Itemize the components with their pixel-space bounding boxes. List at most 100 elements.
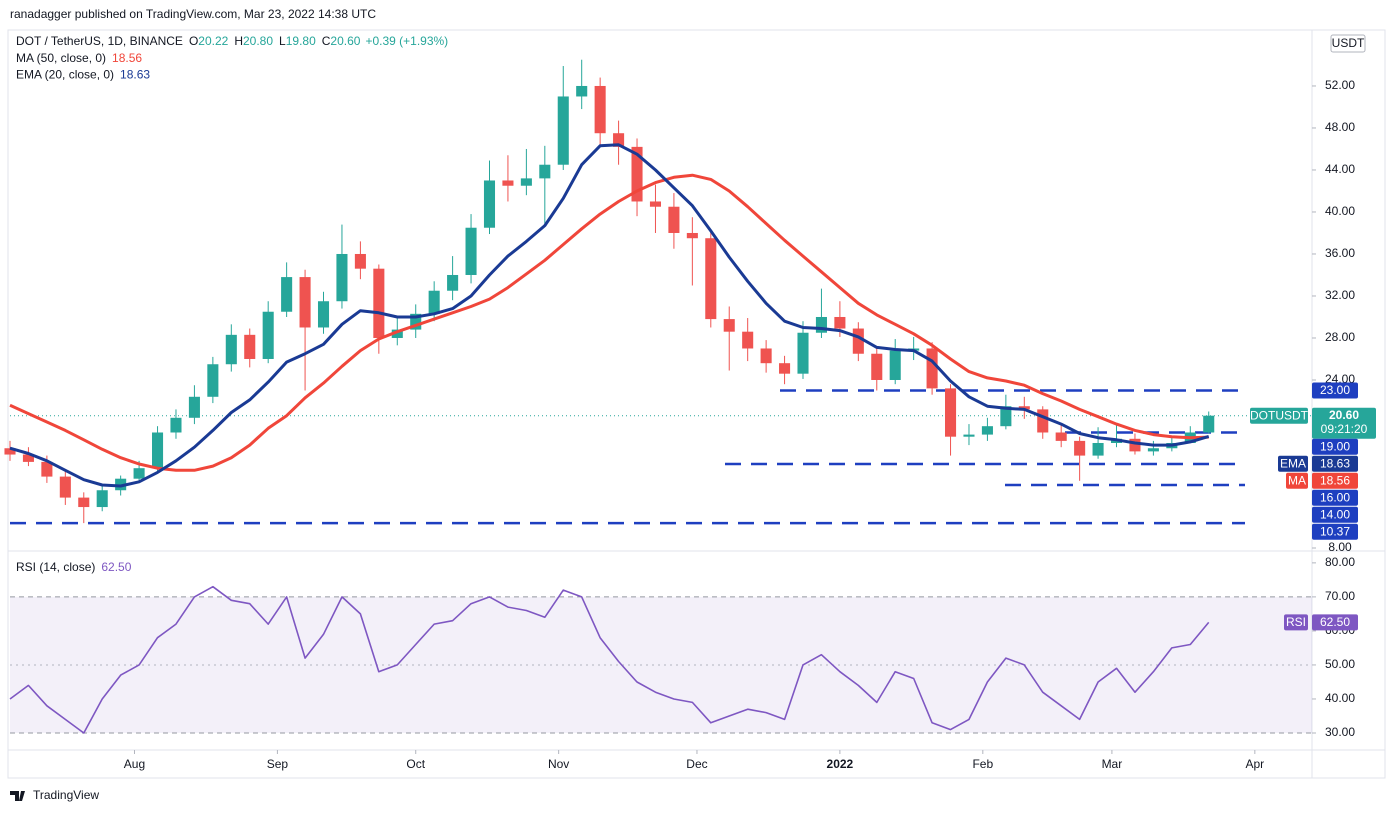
frame [7, 29, 1386, 779]
x-tick-label: Feb [972, 757, 993, 771]
ohlc-key: O [189, 34, 198, 48]
x-tick-label: 2022 [827, 757, 854, 771]
candle-body [59, 476, 71, 498]
indicator-badge: 18.56 [1320, 473, 1350, 487]
indicator-legend: MA (50, close, 0) 18.56 [16, 51, 142, 65]
rsi-badge-label: RSI [1286, 615, 1306, 629]
candle-body [1000, 406, 1012, 427]
symbol-badge: DOTUSDT [1250, 408, 1309, 422]
ohlc-value: 20.80 [243, 34, 273, 48]
candle-body [281, 277, 293, 312]
candle-body [686, 232, 698, 239]
y-tick-label: 30.00 [1325, 725, 1355, 739]
candle-body [41, 461, 53, 477]
candle-body [207, 364, 219, 397]
y-tick-label: 50.00 [1325, 657, 1355, 671]
candle-body [447, 274, 459, 291]
x-tick-label: Dec [686, 757, 707, 771]
candle-body [502, 180, 514, 186]
candle-body [631, 146, 643, 202]
indicator-name: MA (50, close, 0) [16, 51, 106, 65]
indicator-badge-label-bg [1278, 455, 1308, 472]
candle-body [22, 454, 34, 462]
y-tick-label: 40.00 [1325, 204, 1355, 218]
indicator-legend: EMA (20, close, 0) 18.63 [16, 68, 150, 82]
publisher: ranadagger published on TradingView.com,… [10, 7, 376, 21]
candle-body [1074, 440, 1086, 456]
level-badge-bg [1312, 438, 1358, 455]
y-tick-label: 32.00 [1325, 288, 1355, 302]
price-badge: 20.60 [1329, 408, 1359, 422]
candle-body [723, 319, 735, 332]
indicator-badge-label: EMA [1280, 456, 1306, 470]
candle-body [244, 334, 256, 359]
candle-body [1203, 415, 1215, 433]
candle-body [317, 301, 330, 328]
y-tick-label: 52.00 [1325, 78, 1355, 92]
candle-body [539, 164, 551, 179]
y-tick-label: 8.00 [1328, 540, 1352, 554]
candle-body [834, 316, 846, 329]
indicator-value: 18.56 [112, 51, 142, 65]
x-tick-label: Nov [548, 757, 569, 771]
candle-body [170, 417, 182, 433]
y-tick-label: 44.00 [1325, 162, 1355, 176]
legend-title: DOT / TetherUS, 1D, BINANCE O20.22 H20.80 L… [16, 34, 448, 48]
y-tick-label: 40.00 [1325, 691, 1355, 705]
indicator-badge-bg [1312, 472, 1358, 489]
logo-icon [10, 791, 25, 801]
level-badge: 19.00 [1320, 439, 1350, 453]
candle-body [225, 334, 237, 365]
candle-body [115, 478, 127, 491]
rsi-band [10, 596, 1312, 733]
countdown: 09:21:20 [1321, 422, 1368, 436]
ohlc-value: 20.22 [198, 34, 228, 48]
level-badge-bg [1312, 506, 1358, 523]
candle-body [963, 434, 975, 437]
level-badge: 23.00 [1320, 383, 1350, 397]
candle-body [576, 85, 588, 97]
symbol-badge-bg [1250, 407, 1308, 424]
ohlc-key: L [279, 34, 286, 48]
ohlc-value: 19.80 [286, 34, 316, 48]
candle-body [152, 432, 164, 469]
candle-body [465, 227, 477, 275]
rsi-legend: RSI (14, close) 62.50 [16, 560, 132, 574]
rsi-badge-label-bg [1284, 614, 1308, 631]
ohlc-key: C [322, 34, 331, 48]
candle-body [1055, 432, 1067, 441]
indicator-badge: 18.63 [1320, 456, 1350, 470]
currency-box-bg [1330, 34, 1366, 53]
candle-body [1129, 438, 1141, 452]
candle-body [299, 277, 311, 328]
candle-body [428, 290, 440, 314]
candle-body [742, 331, 754, 349]
candle-body [133, 468, 145, 479]
level-badge: 14.00 [1320, 507, 1350, 521]
candle-body [96, 490, 108, 508]
symbol-title: DOT / TetherUS, 1D, BINANCE [16, 34, 183, 48]
y-tick-label: 80.00 [1325, 555, 1355, 569]
rsi-badge-bg [1312, 614, 1358, 631]
moving-average-line [9, 173, 1209, 472]
y-tick-label: 48.00 [1325, 120, 1355, 134]
candle-body [779, 363, 791, 374]
indicator-name: EMA (20, close, 0) [16, 68, 114, 82]
indicator-value: 18.63 [120, 68, 150, 82]
ohlc-key: H [234, 34, 243, 48]
candle-body [520, 178, 532, 186]
level-badge-bg [1312, 382, 1358, 399]
candle-body [4, 448, 16, 455]
candle-body [557, 96, 569, 165]
brand-logo: TradingView [10, 788, 99, 802]
x-tick-label: Aug [124, 757, 145, 771]
candle-body [1092, 442, 1104, 456]
brand: TradingView [33, 788, 99, 802]
candle-body [1018, 406, 1030, 410]
candle-body [852, 328, 864, 354]
currency-box[interactable]: USDT [1330, 34, 1366, 53]
candle-body [871, 353, 883, 380]
rsi-badge: 62.50 [1320, 615, 1350, 629]
